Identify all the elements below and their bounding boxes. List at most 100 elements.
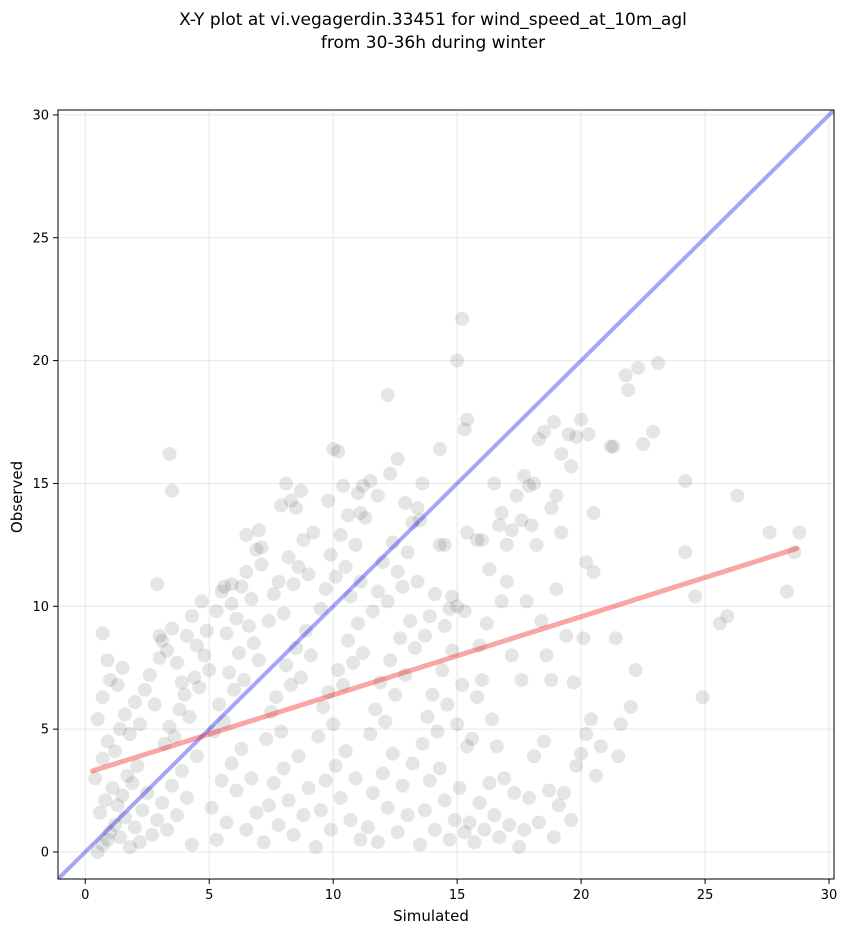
scatter-point bbox=[112, 722, 127, 737]
scatter-point bbox=[254, 540, 269, 555]
scatter-point bbox=[487, 476, 502, 491]
scatter-point bbox=[284, 677, 299, 692]
scatter-point bbox=[442, 601, 457, 616]
scatter-point bbox=[531, 815, 546, 830]
scatter-point bbox=[219, 815, 234, 830]
scatter-point bbox=[333, 528, 348, 543]
scatter-point bbox=[564, 459, 579, 474]
scatter-point bbox=[189, 749, 204, 764]
scatter-point bbox=[189, 638, 204, 653]
scatter-point bbox=[494, 505, 509, 520]
chart-subtitle: from 30-36h during winter bbox=[321, 33, 545, 53]
scatter-point bbox=[574, 746, 589, 761]
reference-lines bbox=[58, 110, 834, 879]
scatter-point bbox=[281, 793, 296, 808]
scatter-point bbox=[350, 616, 365, 631]
scatter-point bbox=[650, 356, 665, 371]
scatter-point bbox=[346, 655, 361, 670]
scatter-point bbox=[271, 817, 286, 832]
scatter-point bbox=[554, 525, 569, 540]
scatter-point bbox=[529, 537, 544, 552]
scatter-point bbox=[531, 432, 546, 447]
scatter-point bbox=[422, 609, 437, 624]
scatter-point bbox=[546, 830, 561, 845]
scatter-point bbox=[122, 840, 137, 855]
scatter-point bbox=[308, 840, 323, 855]
scatter-point bbox=[522, 790, 537, 805]
scatter-point bbox=[162, 446, 177, 461]
scatter-point bbox=[365, 786, 380, 801]
y-tick-label: 30 bbox=[32, 108, 49, 123]
scatter-point bbox=[479, 616, 494, 631]
scatter-point bbox=[469, 690, 484, 705]
scatter-point bbox=[383, 466, 398, 481]
scatter-point bbox=[289, 501, 304, 516]
scatter-point bbox=[390, 451, 405, 466]
scatter-point bbox=[541, 783, 556, 798]
scatter-point bbox=[606, 439, 621, 454]
scatter-point bbox=[269, 690, 284, 705]
scatter-point bbox=[415, 736, 430, 751]
scatter-point bbox=[432, 761, 447, 776]
scatter-point bbox=[303, 648, 318, 663]
scatter-point bbox=[551, 798, 566, 813]
scatter-point bbox=[450, 599, 465, 614]
scatter-point bbox=[393, 631, 408, 646]
scatter-point bbox=[408, 641, 423, 656]
scatter-point bbox=[246, 636, 261, 651]
x-tick-label: 0 bbox=[81, 888, 89, 903]
scatter-point bbox=[588, 768, 603, 783]
scatter-point bbox=[179, 790, 194, 805]
scatter-point bbox=[581, 427, 596, 442]
scatter-point bbox=[204, 800, 219, 815]
scatter-point bbox=[388, 687, 403, 702]
scatter-point bbox=[90, 712, 105, 727]
scatter-point bbox=[395, 579, 410, 594]
scatter-point bbox=[422, 773, 437, 788]
scatter-point bbox=[217, 714, 232, 729]
scatter-point bbox=[231, 645, 246, 660]
scatter-point bbox=[544, 501, 559, 516]
identity-line bbox=[58, 110, 834, 879]
scatter-point bbox=[628, 663, 643, 678]
scatter-point bbox=[135, 803, 150, 818]
scatter-point bbox=[214, 584, 229, 599]
scatter-point bbox=[375, 555, 390, 570]
scatter-point bbox=[410, 574, 425, 589]
scatter-point bbox=[608, 631, 623, 646]
scatter-point bbox=[636, 437, 651, 452]
scatter-point bbox=[338, 559, 353, 574]
y-tick-label: 10 bbox=[32, 600, 49, 615]
scatter-point bbox=[261, 614, 276, 629]
scatter-point bbox=[291, 559, 306, 574]
scatter-point bbox=[549, 488, 564, 503]
scatter-point bbox=[539, 648, 554, 663]
scatter-point bbox=[427, 822, 442, 837]
scatter-point bbox=[549, 582, 564, 597]
scatter-point bbox=[207, 724, 222, 739]
scatter-point bbox=[276, 761, 291, 776]
scatter-point bbox=[554, 446, 569, 461]
scatter-point bbox=[261, 798, 276, 813]
scatter-point bbox=[762, 525, 777, 540]
scatter-point bbox=[536, 424, 551, 439]
scatter-point bbox=[487, 808, 502, 823]
y-tick-label: 20 bbox=[32, 354, 49, 369]
scatter-point bbox=[593, 739, 608, 754]
scatter-point bbox=[678, 473, 693, 488]
scatter-point bbox=[417, 803, 432, 818]
scatter-point bbox=[517, 469, 532, 484]
scatter-point bbox=[618, 368, 633, 383]
scatter-point bbox=[400, 808, 415, 823]
scatter-point bbox=[105, 781, 120, 796]
scatter-point bbox=[274, 724, 289, 739]
scatter-point bbox=[95, 690, 110, 705]
scatter-point bbox=[378, 714, 393, 729]
scatter-point bbox=[274, 498, 289, 513]
scatter-point bbox=[209, 832, 224, 847]
scatter-point bbox=[457, 422, 472, 437]
scatter-point bbox=[499, 574, 514, 589]
scatter-point bbox=[544, 672, 559, 687]
scatter-point bbox=[365, 604, 380, 619]
scatter-point bbox=[586, 564, 601, 579]
